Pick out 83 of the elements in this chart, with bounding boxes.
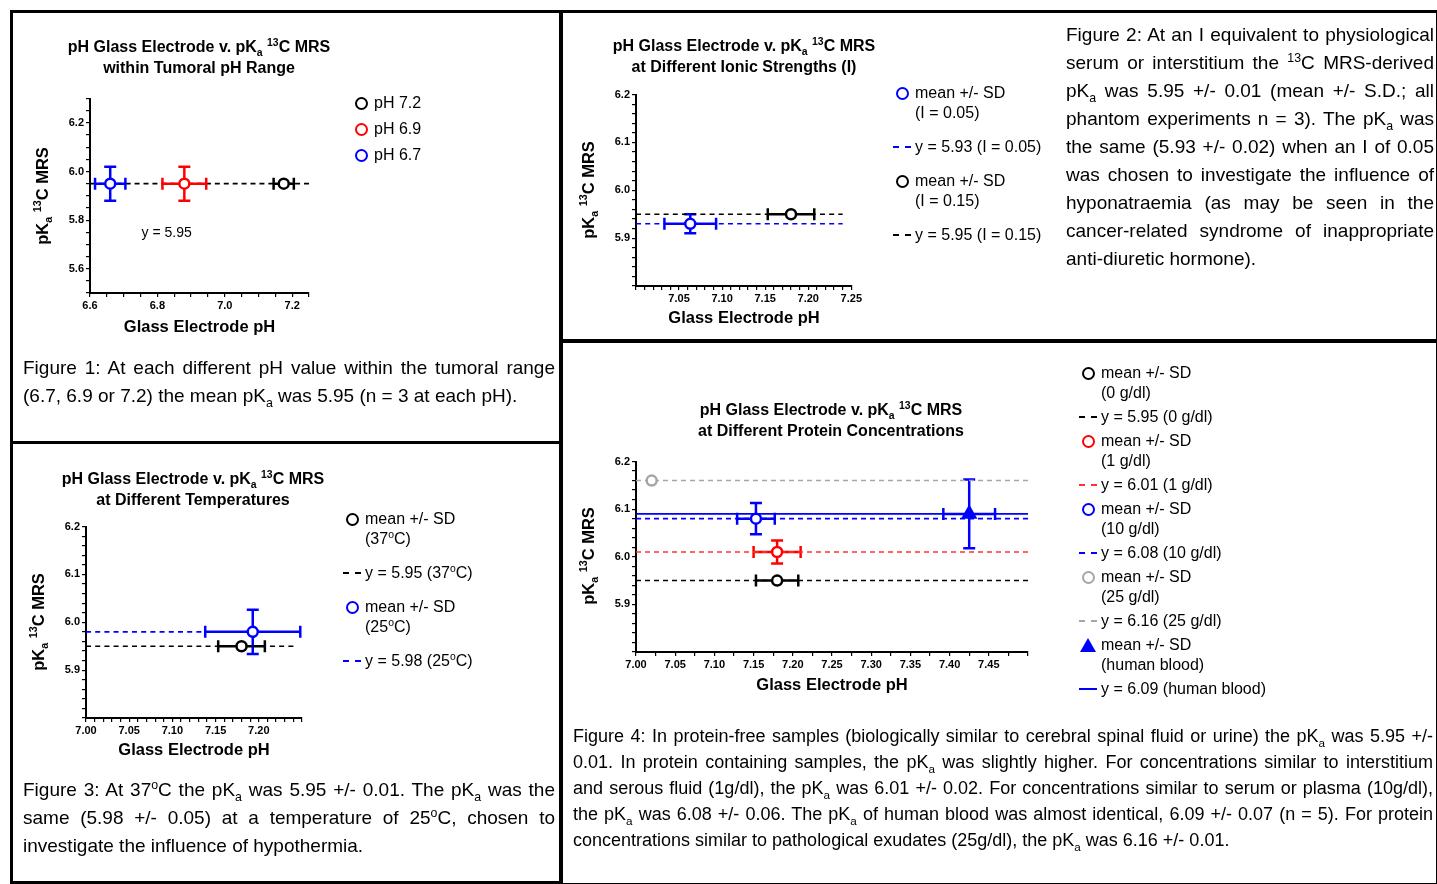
legend-label: y = 5.95 (I = 0.15) [915,225,1042,245]
legend-label: mean +/- SD (1 g/dl) [1101,431,1192,471]
y-tick-label: 5.9 [64,663,80,676]
y-tick-label: 5.6 [68,261,84,274]
x-axis-title: Glass Electrode pH [667,308,821,327]
x-tick-label: 7.25 [840,291,863,304]
x-tick-label: 7.35 [899,657,922,670]
legend-label: y = 5.93 (I = 0.05) [915,137,1042,157]
x-tick-label: 6.8 [149,298,166,311]
x-tick-label: 7.20 [782,657,804,670]
x-tick-label: 7.00 [625,657,647,670]
y-tick-label: 6.1 [64,567,80,580]
point [645,474,658,487]
text: Figure 3: At 37$^{o}$C the pK$_{a}$ was 5.95 +/- 0.01. The pK$_{a}$ was the same (5.98 +/- 0.05) at a temperature of 25$^{o}$C, chosen to investigate the influence of hypothermia. [23,777,555,856]
legend-label: pH 6.9 [374,119,422,139]
x-tick-label: 7.20 [248,723,270,736]
x-tick-label: 7.05 [118,723,140,736]
y-tick-label: 6.2 [68,115,84,128]
x-tick-label: 7.10 [703,657,726,670]
point [749,512,763,525]
chart-subtitle: at Different Ionic Strengths (I) [631,58,857,75]
chart-title: pH Glass Electrode v. pK$_{a}$ $^{13}$C MRS [612,35,876,58]
x-tick-label: 7.05 [664,657,686,670]
y-tick-label: 6.2 [64,519,80,532]
legend-label: y = 5.95 (0 g/dl) [1101,407,1213,427]
y-tick-label: 5.8 [68,213,84,226]
caption: Figure 1: At each different pH value within the tumoral range (6.7, 6.9 or 7.2) the mean pK$_{a}$ was 5.95 (n = 3 at each pH). [23,356,555,410]
legend-label: mean +/- SD (0 g/dl) [1101,363,1192,403]
legend-label: mean +/- SD (I = 0.05) [915,83,1006,123]
x-axis-title: Glass Electrode pH [755,675,909,694]
text: Figure 4: In protein-free samples (biologically similar to cerebral spinal fluid or urine) the pK$_{a}$ was 5.95 +/- 0.01. In protein containing samples, the pK$_{a}$ was slightly higher. For concentrations similar to interstitium and serous fluid (1g/dl), the pK$_{a}$ was 6.01 +/- 0.02. For concentrations similar to serum or plasma (10g/dl), the pK$_{a}$ was 6.08 +/- 0.06. The pK$_{a}$ of human blood was almost identical, 6.09 +/- 0.07 (n = 5). For protein concentrations similar to pathological exudates (25g/dl), the pK$_{a}$ was 6.16 +/- 0.01. [573,726,1434,853]
x-tick-label: 7.05 [668,291,690,304]
y-tick-label: 6.0 [614,183,630,196]
legend-label: y = 6.16 (25 g/dl) [1101,611,1222,631]
legend-label: y = 6.09 (human blood) [1101,679,1266,699]
point [770,545,784,559]
legend-label: y = 5.98 (25$^{o}$C) [365,650,473,671]
x-tick-label: 6.6 [82,298,98,311]
x-axis-title: Glass Electrode pH [117,740,271,759]
chart-subtitle: within Tumoral pH Range [103,59,295,76]
legend-label: pH 7.2 [374,93,422,113]
point [770,574,784,587]
x-tick-label: 7.40 [938,657,961,670]
ref-line-label: y = 5.95 [141,223,192,240]
x-tick-label: 7.2 [284,298,300,311]
chart-subtitle: at Different Protein Concentrations [698,422,964,439]
x-tick-label: 7.20 [797,291,819,304]
legend-label: y = 5.95 (37$^{o}$C) [365,562,473,583]
y-tick-label: 6.2 [614,87,630,100]
legend-label: mean +/- SD (25 g/dl) [1101,567,1192,607]
y-tick-label: 6.0 [64,615,80,628]
legend-label: mean +/- SD (I = 0.15) [915,171,1006,211]
y-tick-label: 6.2 [614,454,630,467]
chart-title: pH Glass Electrode v. pK$_{a}$ $^{13}$C MRS [699,399,963,422]
legend-label: mean +/- SD (human blood) [1101,635,1205,675]
y-tick-label: 6.0 [68,164,84,177]
chart-title: pH Glass Electrode v. pK$_{a}$ $^{13}$C MRS [67,36,331,59]
y-tick-label: 6.0 [614,549,630,562]
legend-label: y = 6.01 (1 g/dl) [1101,475,1213,495]
x-tick-label: 7.15 [754,291,776,304]
legend-label: pH 6.7 [374,145,422,165]
text: Figure 2: At an I equivalent to physiological serum or interstitium the $^{13}$C MRS-derived pK$_{a}$ was 5.95 +/- 0.01 (mean +/- S.D.; all phantom experiments n = 3). The pK$_{a}$ was the same (5.93 +/- 0.02) when an I of 0.05 was chosen to investigate the influence of hyponatraemia (as may be seen in the cancer-related syndrome of inappropriate anti-diuretic hormone). [1066,24,1434,269]
legend-label: mean +/- SD (10 g/dl) [1101,499,1192,539]
x-tick-label: 7.30 [860,657,882,670]
y-tick-label: 6.1 [614,502,630,515]
x-tick-label: 7.45 [978,657,1000,670]
chart-subtitle: at Different Temperatures [96,491,290,508]
x-tick-label: 7.15 [204,723,227,736]
x-tick-label: 7.00 [75,723,97,736]
x-tick-label: 7.0 [217,298,233,311]
point [961,505,977,519]
x-tick-label: 7.15 [742,657,765,670]
legend-label: y = 6.08 (10 g/dl) [1101,543,1222,563]
x-tick-label: 7.10 [711,291,733,304]
chart-title: pH Glass Electrode v. pK$_{a}$ $^{13}$C MRS [61,468,325,491]
y-tick-label: 5.9 [614,231,630,244]
x-tick-label: 7.10 [161,723,184,736]
y-tick-label: 5.9 [614,597,630,610]
legend-label: mean +/- SD (25$^{o}$C) [365,597,456,637]
y-tick-label: 6.1 [614,135,630,148]
legend-label: mean +/- SD (37$^{o}$C) [365,509,456,549]
x-axis-title: Glass Electrode pH [122,317,277,336]
x-tick-label: 7.25 [821,657,843,670]
